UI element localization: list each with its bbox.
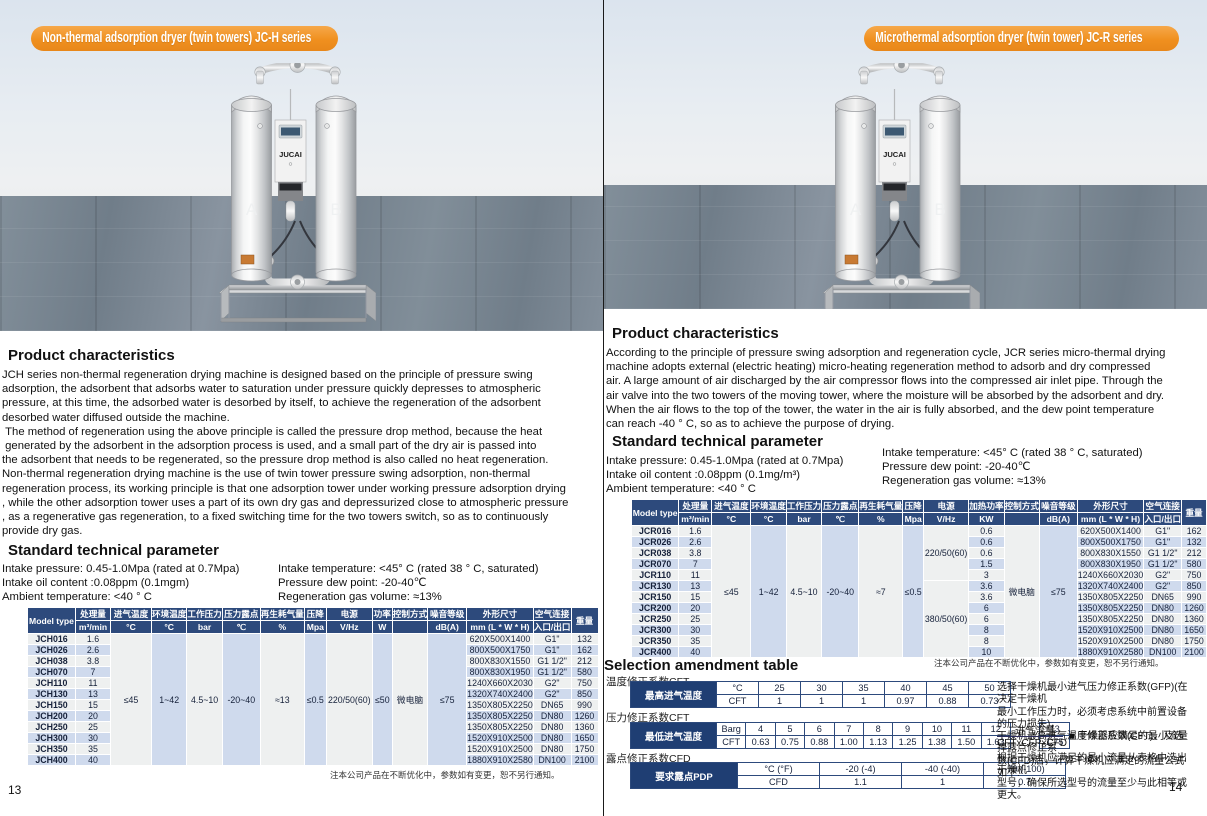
svg-text:JUCAI: JUCAI [279, 150, 302, 159]
svg-text:B: B [330, 200, 341, 219]
svg-text:B: B [934, 200, 945, 219]
svg-text:A: A [246, 200, 258, 219]
svg-text:JUCAI: JUCAI [883, 150, 906, 159]
svg-text:A: A [850, 200, 862, 219]
